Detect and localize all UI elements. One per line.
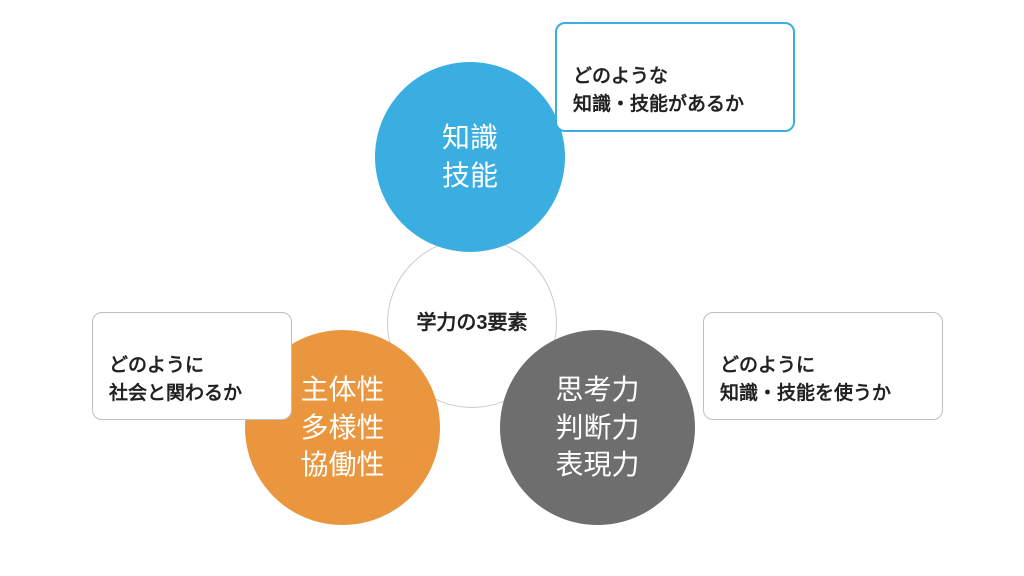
node-top-circle: 知識 技能 (375, 62, 565, 252)
node-top-line2: 技能 (442, 157, 498, 195)
node-left-line3: 協働性 (300, 446, 384, 484)
center-label: 学力の3要素 (416, 310, 527, 337)
callout-left: どのように 社会と関わるか (92, 312, 292, 420)
callout-left-text: どのように 社会と関わるか (109, 355, 242, 405)
callout-right-text: どのように 知識・技能を使うか (720, 355, 891, 405)
node-left-line1: 主体性 (300, 371, 384, 409)
callout-right: どのように 知識・技能を使うか (703, 312, 943, 420)
callout-top-text: どのような 知識・技能があるか (573, 66, 744, 116)
node-right-line2: 判断力 (555, 409, 639, 447)
node-left-line2: 多様性 (300, 409, 384, 447)
node-right-circle: 思考力 判断力 表現力 (500, 330, 695, 525)
node-top-line1: 知識 (442, 119, 498, 157)
node-right-line3: 表現力 (555, 446, 639, 484)
callout-top: どのような 知識・技能があるか (555, 22, 795, 132)
node-right-line1: 思考力 (555, 371, 639, 409)
